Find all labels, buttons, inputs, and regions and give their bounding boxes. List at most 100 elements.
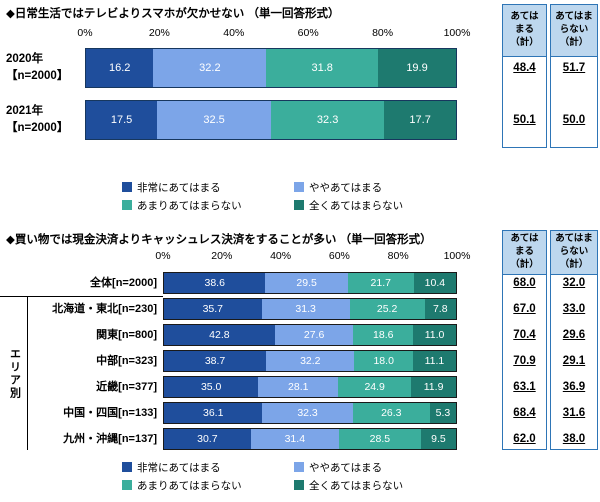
legend-item: 全くあてはまらない [294,478,403,492]
segment-somewhat-disagree: 25.2 [349,299,425,319]
legend-swatch [122,462,132,472]
axis-tick-label: 80% [387,250,409,262]
axis-tick-label: 80% [372,27,394,39]
axis-tick-label: 100% [443,250,471,262]
legend-item: ややあてはまる [294,180,382,194]
agree-total-value: 63.1 [513,381,536,393]
bar-value-label: 31.3 [295,303,316,315]
bar-value-label: 25.2 [376,303,398,315]
chart1-x-axis: 0% 20% 40% 60% 80% 100% [77,27,470,41]
row-label: 北海道・東北[n=230] [52,303,157,315]
bar-value-label: 28.5 [369,433,391,445]
stacked-bar-row: 16.2 32.2 31.8 19.9 [85,48,457,88]
agree-total-value: 67.0 [513,303,536,315]
segment-somewhat-disagree: 31.8 [266,49,379,87]
legend-swatch [122,200,132,210]
summary-header-disagree: あてはま らない （計） [551,231,597,275]
disagree-total-value: 36.9 [562,381,586,393]
stacked-bar-row: 38.6 29.5 21.7 10.4 [163,272,457,294]
summary-header-disagree: あてはま らない （計） [551,5,597,57]
segment-somewhat-agree: 29.5 [265,273,348,293]
row-label-line: 2020年 [6,53,44,65]
legend-label: あまりあてはまらない [137,479,242,492]
bar-value-label: 42.8 [209,329,230,341]
row-label: 2020年 【n=2000】 [6,51,68,85]
axis-tick-label: 20% [211,250,233,262]
agree-total-value: 68.0 [513,277,536,289]
segment-somewhat-agree: 28.1 [258,377,339,397]
segment-very-agree: 42.8 [164,325,275,345]
legend-item: 非常にあてはまる [122,180,221,194]
segment-disagree: 11.1 [412,351,456,371]
summary-header-line: （計） [510,36,539,48]
summary-header-line: まる [514,24,534,36]
agree-total-value: 50.1 [513,114,536,126]
bar-value-label: 7.8 [432,303,448,315]
stacked-bar-row: 36.1 32.3 26.3 5.3 [163,402,457,424]
bar-value-label: 26.3 [381,407,402,419]
stacked-bar-row: 30.7 31.4 28.5 9.5 [163,428,457,450]
summary-header-line: あては [510,233,539,245]
chart2-title: ◆買い物では現金決済よりキャッシュレス決済をすることが多い （単一回答形式） [6,234,432,246]
axis-tick-label: 0% [77,27,93,39]
agree-total-value: 48.4 [513,62,536,74]
summary-header-line: まる [514,246,534,258]
summary-header-line: （計） [559,258,589,270]
segment-disagree: 11.9 [411,377,456,397]
summary-column-agree: あては まる （計） [502,4,547,148]
bar-value-label: 17.5 [110,114,133,126]
bar-value-label: 32.2 [199,62,221,74]
agree-total-value: 70.4 [513,329,536,341]
agree-total-value: 70.9 [513,355,536,367]
summary-header-line: らない [559,246,589,258]
summary-header-line: あてはま [555,233,593,245]
bar-value-label: 35.7 [202,303,223,315]
bar-value-label: 35.0 [200,381,222,393]
segment-somewhat-disagree: 28.5 [338,429,421,449]
segment-somewhat-agree: 31.4 [250,429,339,449]
bar-value-label: 18.0 [373,355,394,367]
axis-tick-label: 100% [443,27,471,39]
legend-item: ややあてはまる [294,460,382,474]
summary-header-line: あてはま [555,11,593,23]
area-group-label-box: エリア別 [2,297,28,450]
bar-value-label: 16.2 [109,62,131,74]
row-label: 近畿[n=377] [96,381,157,393]
segment-very-agree: 35.0 [164,377,259,397]
segment-very-agree: 36.1 [164,403,263,423]
axis-tick-label: 0% [155,250,171,262]
segment-very-agree: 16.2 [86,49,154,87]
row-label: 中国・四国[n=133] [63,407,157,419]
segment-somewhat-agree: 32.3 [262,403,353,423]
bar-value-label: 18.6 [373,329,394,341]
summary-column-disagree: あてはま らない （計） [550,230,598,450]
axis-tick-label: 40% [223,27,245,39]
legend-label: 非常にあてはまる [137,181,221,194]
segment-somewhat-agree: 32.2 [153,49,267,87]
legend-swatch [294,200,304,210]
legend-label: ややあてはまる [309,181,383,194]
segment-very-agree: 17.5 [86,101,158,139]
axis-tick-label: 40% [270,250,292,262]
bar-value-label: 38.7 [204,355,226,367]
bar-value-label: 32.3 [297,407,318,419]
segment-very-agree: 38.6 [164,273,266,293]
agree-total-value: 68.4 [513,407,536,419]
bar-value-label: 5.3 [435,407,451,419]
legend-item: あまりあてはまらない [122,478,242,492]
legend-swatch [294,182,304,192]
agree-total-value: 62.0 [513,433,536,445]
bar-value-label: 24.9 [364,381,385,393]
legend-swatch [122,480,132,490]
segment-disagree: 10.4 [413,273,457,293]
disagree-total-value: 51.7 [562,62,586,74]
segment-somewhat-agree: 32.2 [266,351,355,371]
row-label: 全体[n=2000] [90,277,157,289]
row-label: 2021年 【n=2000】 [6,103,68,137]
segment-very-agree: 35.7 [164,299,262,319]
legend-swatch [294,480,304,490]
legend-label: ややあてはまる [309,461,383,474]
axis-tick-label: 20% [148,27,170,39]
area-group-separator-line [0,296,163,297]
